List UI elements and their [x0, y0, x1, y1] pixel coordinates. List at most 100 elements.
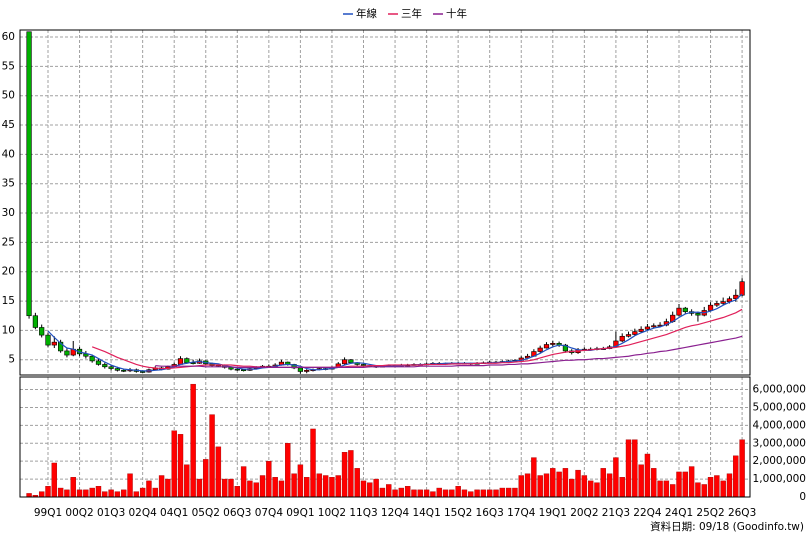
y-tick-label: 60: [2, 31, 15, 43]
volume-bar: [613, 457, 619, 498]
volume-bar: [102, 491, 108, 498]
candle-body: [619, 335, 625, 342]
volume-bar: [676, 471, 682, 498]
volume-bar: [707, 477, 714, 498]
y-tick-label: 35: [2, 178, 15, 190]
candle-body: [651, 325, 657, 328]
y2-tick-label: 0: [799, 491, 806, 503]
candle-body: [676, 307, 682, 316]
candle-body: [644, 326, 651, 330]
y2-tick-label: 6,000,000: [753, 384, 806, 396]
y-tick-label: 55: [2, 60, 15, 72]
x-tick-label: 14Q1: [412, 507, 440, 519]
x-tick-label: 01Q3: [97, 507, 125, 519]
volume-bar: [184, 464, 190, 498]
volume-bar: [651, 468, 657, 498]
volume-bar: [587, 480, 594, 498]
candle-body: [234, 368, 240, 371]
volume-bar: [165, 478, 171, 498]
volume-bar: [436, 487, 442, 498]
volume-bar: [89, 487, 95, 498]
volume-bar: [341, 452, 348, 498]
candle-body: [720, 301, 726, 304]
volume-bar: [272, 477, 278, 498]
volume-bar: [316, 473, 323, 498]
volume-bar: [196, 478, 203, 498]
x-tick-label: 12Q4: [381, 507, 410, 519]
x-tick-label: 17Q4: [507, 507, 536, 519]
candle-body: [304, 370, 310, 372]
volume-bar: [512, 487, 518, 498]
volume-bar: [38, 491, 45, 498]
y-tick-label: 15: [2, 295, 15, 307]
x-tick-label: 10Q2: [318, 507, 346, 519]
x-tick-label: 21Q3: [602, 507, 630, 519]
y-tick-label: 30: [2, 207, 15, 219]
y-tick-label: 45: [2, 119, 15, 131]
ma-line: [155, 335, 743, 368]
candle-body: [625, 334, 632, 337]
volume-bar: [442, 489, 449, 498]
x-tick-label: 20Q2: [570, 507, 598, 519]
y-tick-label: 10: [2, 324, 15, 336]
volume-bar: [669, 484, 676, 498]
volume-bar: [291, 473, 297, 498]
volume-bar: [171, 430, 177, 498]
volume-bar: [619, 477, 625, 498]
x-tick-label: 04Q1: [160, 507, 188, 519]
volume-bar: [575, 469, 581, 498]
volume-bar: [600, 468, 606, 498]
volume-bar: [638, 464, 644, 498]
legend-label: 年線: [356, 7, 377, 20]
ma-line: [91, 308, 743, 370]
volume-bar: [392, 489, 398, 498]
volume-bar: [329, 477, 335, 498]
x-tick-label: 26Q3: [728, 507, 756, 519]
volume-bar: [83, 489, 89, 498]
x-tick-label: 00Q2: [65, 507, 93, 519]
volume-bar: [215, 446, 222, 498]
x-tick-label: 11Q3: [349, 507, 377, 519]
volume-bar: [45, 486, 51, 498]
volume-bar: [625, 439, 632, 498]
volume-bar: [733, 455, 739, 498]
x-tick-label: 09Q1: [286, 507, 314, 519]
candle-body: [682, 307, 688, 312]
candle-body: [695, 313, 701, 316]
x-tick-label: 15Q2: [444, 507, 472, 519]
volume-bar: [739, 439, 745, 498]
volume-bar: [108, 489, 114, 498]
volume-bar: [379, 487, 386, 498]
candle-body: [360, 364, 367, 366]
volume-bar: [468, 491, 474, 498]
y2-tick-label: 2,000,000: [753, 455, 806, 467]
candle-body: [550, 343, 556, 345]
candle-body: [32, 315, 38, 328]
volume-bar: [266, 460, 272, 498]
candle-body: [26, 31, 32, 317]
volume-bar: [474, 489, 480, 498]
volume-bar: [139, 487, 146, 498]
volume-bar: [663, 480, 670, 498]
y2-tick-label: 3,000,000: [753, 437, 806, 449]
volume-bar: [398, 487, 405, 498]
candle-body: [121, 370, 127, 372]
volume-bar: [455, 486, 461, 498]
candle-body: [348, 359, 354, 363]
volume-bar: [606, 473, 613, 498]
volume-bar: [209, 414, 215, 498]
volume-bar: [487, 489, 493, 498]
volume-bar: [26, 493, 32, 498]
x-tick-label: 07Q4: [255, 507, 284, 519]
candle-body: [58, 341, 64, 352]
volume-bar: [190, 383, 196, 498]
volume-bar: [657, 480, 663, 498]
volume-bar: [367, 482, 373, 498]
volume-bar: [278, 480, 285, 498]
volume-bar: [64, 489, 70, 498]
volume-bar: [228, 478, 234, 498]
volume-bar: [203, 459, 209, 498]
volume-bar: [562, 468, 569, 498]
volume-bar: [121, 489, 127, 498]
